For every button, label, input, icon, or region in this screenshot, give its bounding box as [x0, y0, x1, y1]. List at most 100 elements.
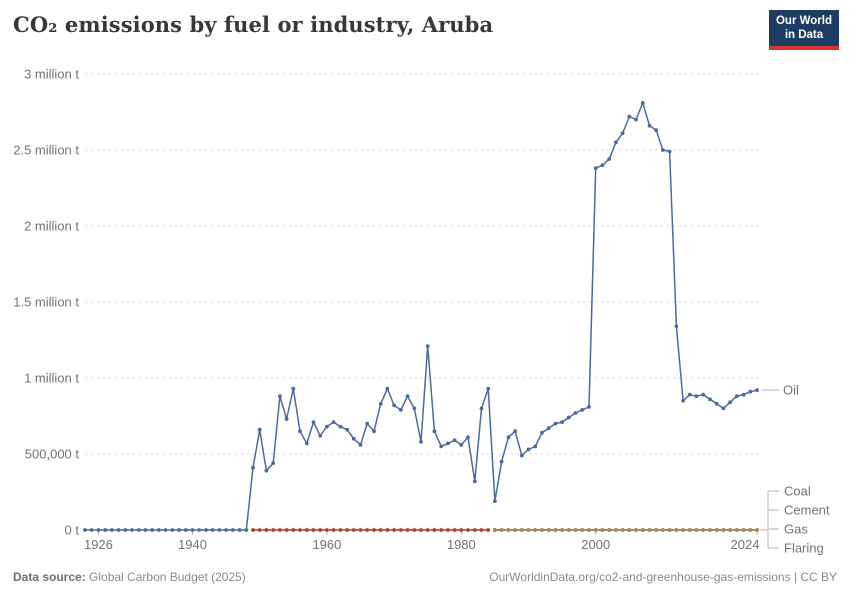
legend-label-oil[interactable]: Oil: [783, 383, 799, 398]
data-point: [661, 148, 665, 152]
data-point: [472, 528, 477, 532]
series-oil[interactable]: [83, 101, 759, 532]
data-point: [130, 528, 134, 532]
data-point: [244, 528, 249, 532]
data-point: [271, 461, 276, 465]
x-tick-label: 1940: [178, 537, 207, 552]
x-tick-label: 1926: [84, 537, 113, 552]
data-point: [378, 401, 383, 406]
data-point: [351, 528, 356, 532]
data-point: [674, 528, 679, 532]
data-point: [311, 420, 316, 424]
data-point: [365, 528, 370, 532]
data-point: [681, 398, 685, 403]
data-source-value: Global Carbon Budget (2025): [85, 570, 246, 584]
owid-logo[interactable]: Our World in Data: [768, 10, 839, 50]
data-point: [600, 528, 605, 532]
data-point: [446, 528, 450, 532]
data-point: [170, 528, 175, 532]
data-point: [573, 411, 578, 415]
data-point: [634, 117, 638, 122]
data-point: [257, 427, 262, 432]
data-point: [177, 528, 182, 532]
data-point: [459, 528, 464, 532]
data-point: [398, 408, 403, 412]
data-point: [264, 528, 269, 532]
legend-bracket: [760, 490, 779, 549]
data-point: [116, 528, 121, 532]
data-point: [486, 386, 491, 391]
y-tick-label: 3 million t: [24, 67, 79, 82]
data-point: [620, 131, 625, 136]
y-tick-label: 2 million t: [24, 219, 79, 234]
series-coal[interactable]: [251, 528, 491, 532]
data-point: [385, 386, 390, 391]
data-point: [318, 433, 323, 438]
data-point: [298, 429, 302, 434]
data-source: Data source: Global Carbon Budget (2025): [13, 570, 246, 584]
data-point: [338, 528, 343, 532]
data-point: [560, 528, 564, 532]
data-point: [728, 528, 732, 532]
data-point: [291, 386, 296, 391]
legend-label-coal[interactable]: Coal: [784, 484, 811, 499]
data-point: [419, 439, 423, 444]
data-point: [620, 528, 625, 532]
data-point: [264, 468, 269, 473]
data-point: [587, 405, 591, 409]
data-point: [412, 406, 417, 411]
data-point: [513, 429, 517, 434]
data-point: [439, 444, 444, 449]
data-point: [687, 528, 692, 532]
x-tick-label: 2000: [581, 537, 610, 552]
data-point: [291, 528, 296, 532]
data-point: [560, 420, 564, 424]
data-point: [708, 397, 712, 402]
data-point: [614, 140, 618, 145]
data-point: [681, 528, 685, 532]
data-point: [593, 528, 598, 532]
data-point: [694, 528, 699, 532]
data-point: [446, 441, 450, 446]
y-tick-label: 500,000 t: [25, 447, 80, 462]
data-point: [89, 528, 94, 532]
data-point: [210, 528, 215, 532]
data-point: [607, 528, 612, 532]
data-point: [661, 528, 665, 532]
data-point: [573, 528, 578, 532]
data-point: [358, 528, 363, 532]
data-point: [755, 388, 759, 393]
data-point: [136, 528, 141, 532]
x-tick-label: 1960: [312, 537, 341, 552]
data-point: [526, 528, 531, 532]
x-tick-label: 2024: [731, 537, 760, 552]
legend-label-flaring[interactable]: Flaring: [784, 541, 824, 556]
data-point: [96, 528, 101, 532]
data-point: [345, 427, 349, 432]
data-point: [566, 528, 571, 532]
data-point: [298, 528, 302, 532]
data-point: [748, 528, 753, 532]
data-point: [466, 435, 470, 440]
series-oil-line: [85, 102, 758, 531]
data-point: [654, 528, 659, 532]
data-point: [224, 528, 229, 532]
data-point: [506, 528, 511, 532]
data-source-label: Data source:: [13, 570, 86, 584]
legend-label-cement[interactable]: Cement: [784, 503, 830, 518]
data-point: [647, 123, 652, 128]
data-point: [687, 392, 692, 397]
data-point: [493, 499, 497, 503]
data-point: [459, 443, 464, 447]
series-cement[interactable]: [493, 528, 759, 532]
credit-link[interactable]: OurWorldinData.org/co2-and-greenhouse-ga…: [489, 570, 837, 584]
data-point: [479, 528, 484, 532]
legend-label-gas[interactable]: Gas: [784, 522, 808, 537]
data-point: [546, 426, 551, 431]
data-point: [405, 528, 410, 532]
data-point: [640, 528, 645, 532]
data-point: [325, 528, 329, 532]
data-point: [150, 528, 155, 532]
data-point: [714, 401, 719, 406]
